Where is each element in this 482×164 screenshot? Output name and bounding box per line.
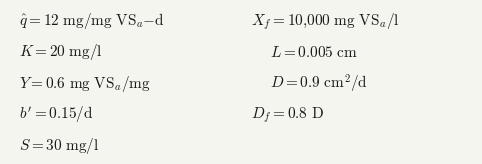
Text: $D = 0.9\ \mathrm{cm}^{2}\mathrm{/d}$: $D = 0.9\ \mathrm{cm}^{2}\mathrm{/d}$ — [270, 72, 368, 95]
Text: $D_{f} = 0.8\ \mathrm{D}$: $D_{f} = 0.8\ \mathrm{D}$ — [251, 105, 323, 124]
Text: $K = 20\ \mathrm{mg/l}$: $K = 20\ \mathrm{mg/l}$ — [19, 42, 103, 62]
Text: $b^{\prime} = 0.15\mathrm{/d}$: $b^{\prime} = 0.15\mathrm{/d}$ — [19, 105, 94, 125]
Text: $\hat{q} = 12\ \mathrm{mg/mg\ VS}_{a}\mathrm{-d}$: $\hat{q} = 12\ \mathrm{mg/mg\ VS}_{a}\ma… — [19, 11, 165, 31]
Text: $X_{f} = 10{,}000\ \mathrm{mg\ VS}_{a}\mathrm{/l}$: $X_{f} = 10{,}000\ \mathrm{mg\ VS}_{a}\m… — [251, 11, 399, 31]
Text: $L = 0.005\ \mathrm{cm}$: $L = 0.005\ \mathrm{cm}$ — [270, 45, 358, 60]
Text: $S = 30\ \mathrm{mg/l}$: $S = 30\ \mathrm{mg/l}$ — [19, 136, 100, 156]
Text: $Y = 0.6\ \mathrm{mg\ VS}_{a}\mathrm{/mg}$: $Y = 0.6\ \mathrm{mg\ VS}_{a}\mathrm{/mg… — [19, 74, 151, 94]
